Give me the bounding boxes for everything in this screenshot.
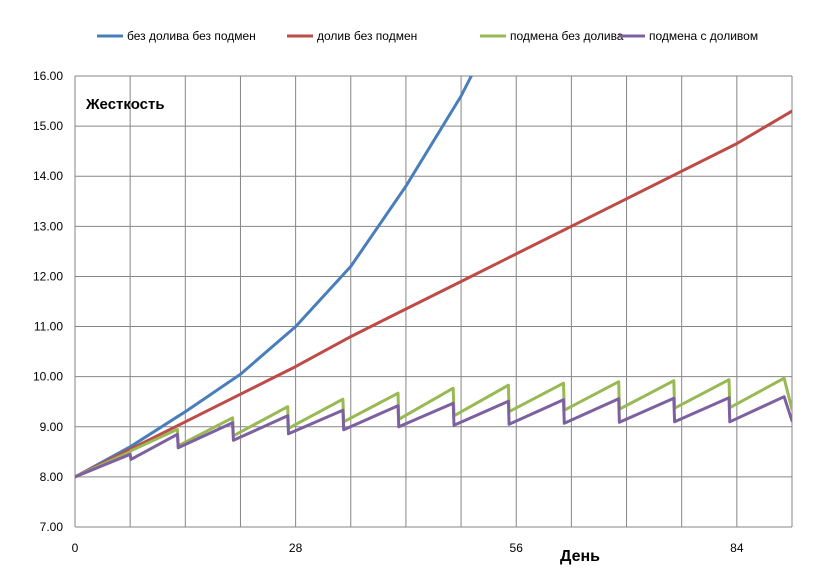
- x-tick-label: 0: [72, 541, 79, 555]
- legend: без долива без подмен долив без подмен под…: [97, 29, 758, 43]
- y-tick-label: 13.00: [33, 219, 63, 233]
- y-tick-label: 15.00: [33, 119, 63, 133]
- legend-label-3: подмена без долива: [510, 29, 624, 43]
- series-line-4: [75, 395, 792, 479]
- series-line-1: [75, 76, 473, 479]
- y-tick-label: 9.00: [40, 420, 64, 434]
- grid: [74, 75, 793, 528]
- legend-label-2: долив без подмен: [317, 29, 417, 43]
- y-tick-label: 10.00: [33, 370, 63, 384]
- legend-label-4: подмена с доливом: [649, 29, 758, 43]
- x-tick-label: 56: [510, 541, 524, 555]
- x-tick-label: 84: [730, 541, 744, 555]
- x-tick-labels: 0 28 56 84: [72, 541, 744, 555]
- y-tick-label: 8.00: [40, 470, 64, 484]
- series-line-2: [75, 109, 792, 479]
- series-layer: [75, 76, 792, 479]
- x-axis-label: День: [560, 548, 600, 565]
- y-axis-label: Жесткость: [85, 96, 165, 113]
- legend-label-1: без долива без подмен: [127, 29, 256, 43]
- y-tick-label: 14.00: [33, 169, 63, 183]
- y-tick-label: 11.00: [34, 320, 63, 334]
- y-tick-labels: 7.00 8.00 9.00 10.00 11.00 12.00 13.00 14.00 15.…: [33, 69, 63, 534]
- x-tick-label: 28: [289, 541, 303, 555]
- y-tick-label: 16.00: [33, 69, 63, 83]
- y-tick-label: 12.00: [33, 269, 63, 283]
- y-tick-label: 7.00: [40, 520, 64, 534]
